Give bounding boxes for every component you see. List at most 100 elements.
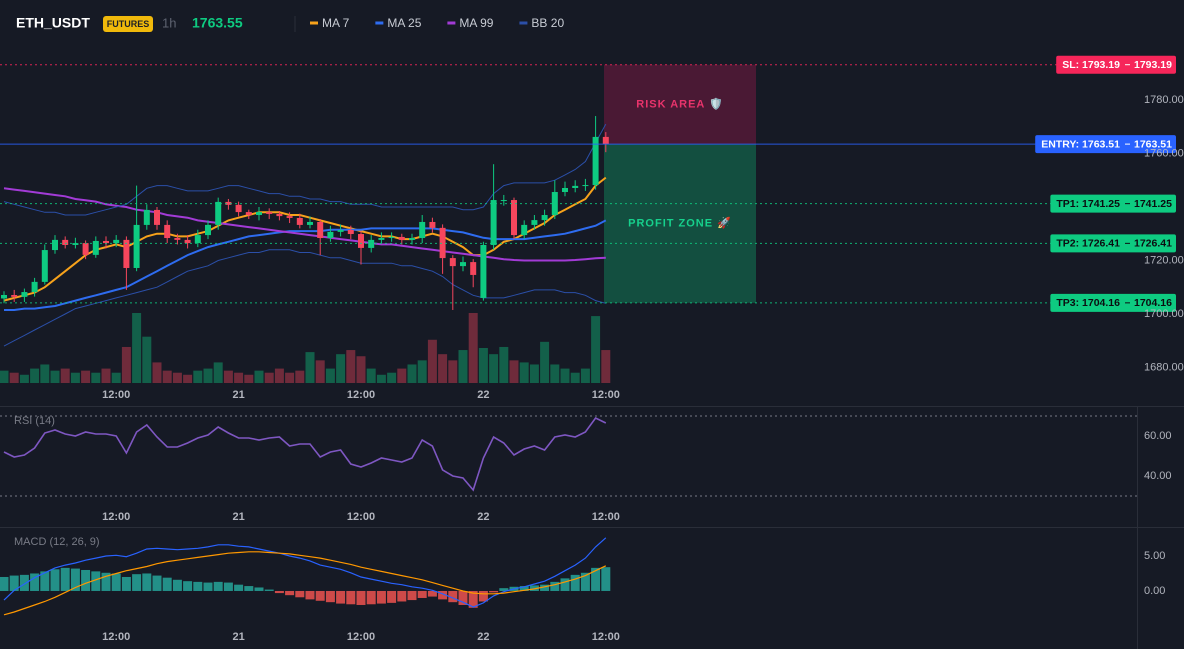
macd-histogram-bar — [40, 571, 50, 591]
candle-body — [225, 201, 232, 205]
candle-body — [113, 239, 120, 244]
level-value: 1793.19 — [1134, 59, 1172, 71]
volume-bar — [468, 313, 478, 383]
candle-body — [388, 236, 395, 239]
candle-body — [205, 224, 211, 236]
zone-label: PROFIT ZONE 🚀 — [628, 216, 732, 229]
level-label-bg — [1035, 135, 1176, 154]
macd-histogram-bar — [121, 576, 131, 591]
volume-bar — [142, 336, 152, 383]
candle-body — [72, 243, 79, 245]
candle-body — [31, 281, 38, 293]
level-value: 1763.51 — [1134, 138, 1172, 150]
level-value: 1704.16 — [1134, 297, 1172, 309]
volume-bar — [366, 368, 376, 383]
candle-body — [154, 209, 160, 225]
volume-bar — [346, 350, 356, 383]
volume-bar — [336, 354, 346, 383]
candle-body — [378, 238, 385, 240]
volume-bar — [183, 374, 193, 383]
last-price: 1763.55 — [192, 15, 243, 31]
volume-bar — [50, 370, 60, 383]
y-tick-label: 1760.00 — [1144, 147, 1184, 159]
candle-body — [266, 212, 273, 214]
macd-histogram-bar — [274, 590, 284, 594]
volume-bar — [40, 364, 50, 383]
candle-body — [11, 294, 18, 297]
macd-histogram-bar — [356, 590, 366, 605]
macd-histogram-bar — [50, 569, 60, 591]
macd-histogram-bar — [366, 590, 376, 605]
candle-body — [490, 200, 497, 245]
symbol: ETH_USDT — [16, 15, 90, 31]
candle-body — [164, 224, 171, 239]
candle-body — [256, 212, 262, 216]
candle-body — [184, 239, 191, 244]
volume-bar — [0, 370, 9, 383]
candle-body — [439, 227, 446, 259]
x-tick-label: 21 — [232, 389, 244, 401]
volume-bar — [448, 360, 458, 383]
macd-histogram-bar — [427, 590, 437, 597]
macd-histogram-bar — [285, 590, 295, 596]
macd-histogram-bar — [223, 582, 233, 591]
candle-body — [541, 215, 548, 221]
legend-label: BB 20 — [531, 16, 564, 30]
volume-bar — [601, 350, 611, 383]
level-label-bg — [1050, 194, 1176, 213]
candle-body — [133, 224, 140, 268]
x-tick-label: 21 — [232, 511, 244, 523]
volume-bar — [274, 368, 284, 383]
panel-title: MACD (12, 26, 9) — [14, 536, 100, 548]
volume-bar — [70, 372, 80, 383]
macd-histogram-bar — [540, 584, 550, 591]
y-tick-label: 5.00 — [1144, 550, 1165, 562]
y-tick-label: 1780.00 — [1144, 94, 1184, 106]
candle-body — [245, 212, 252, 216]
ma-line — [4, 219, 607, 311]
candle-body — [174, 238, 181, 240]
zone — [604, 64, 756, 145]
macd-histogram-bar — [417, 590, 427, 598]
legend-label: MA 25 — [387, 16, 421, 30]
x-tick-label: 12:00 — [592, 631, 620, 643]
level-label-bg — [1050, 293, 1176, 312]
macd-histogram-bar — [336, 590, 346, 604]
macd-histogram-bar — [489, 590, 499, 593]
volume-bar — [234, 372, 244, 383]
candle-body — [286, 216, 293, 218]
volume-bar — [60, 368, 70, 383]
volume-bar — [325, 368, 335, 383]
volume-bar — [529, 364, 539, 383]
volume-bar — [550, 364, 560, 383]
macd-histogram-bar — [550, 581, 560, 591]
level-value: 1741.25 — [1134, 198, 1172, 210]
bb-lower — [3, 249, 606, 347]
macd-histogram-bar — [601, 567, 611, 591]
macd-histogram-bar — [81, 569, 91, 591]
macd-histogram-bar — [0, 576, 9, 591]
candle-body — [337, 229, 344, 232]
ma-line — [3, 176, 607, 302]
badge: FUTURES — [107, 19, 150, 29]
level-label-bg — [1056, 55, 1176, 74]
volume-bar — [285, 372, 295, 383]
macd-histogram-bar — [519, 586, 529, 591]
volume-bar — [438, 354, 448, 383]
macd-histogram-bar — [203, 582, 213, 591]
volume-bar — [111, 372, 121, 383]
candle-body — [551, 192, 558, 216]
macd-histogram-bar — [193, 581, 203, 591]
candle-body — [572, 185, 579, 188]
volume-bar — [458, 350, 468, 383]
candle-body — [470, 262, 477, 275]
x-tick-label: 12:00 — [102, 511, 130, 523]
legend-label: MA 99 — [459, 16, 493, 30]
candle-body — [92, 240, 99, 255]
candle-body — [582, 185, 589, 187]
y-tick-label: 0.00 — [1144, 585, 1165, 597]
macd-histogram-bar — [397, 590, 407, 602]
panel-title: RSI (14) — [14, 415, 55, 427]
x-tick-label: 21 — [232, 631, 244, 643]
